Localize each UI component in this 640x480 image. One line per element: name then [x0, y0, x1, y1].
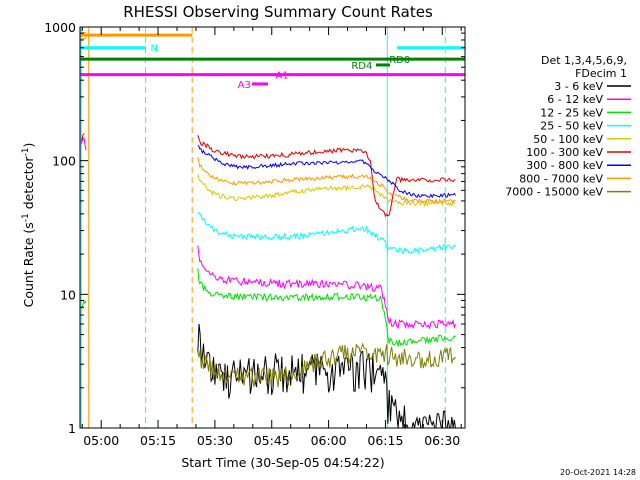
series-line-8	[197, 157, 456, 204]
y-tick-label: 1	[68, 421, 76, 436]
legend-entry-label: 300 - 800 keV	[526, 159, 603, 172]
series-layer	[81, 133, 456, 430]
x-tick-label: 06:15	[367, 433, 403, 448]
y-tick-label: 10	[60, 287, 76, 302]
y-axis-label: Count Rate (s-1 detector-1)	[21, 143, 36, 308]
series-line-segment	[81, 137, 87, 151]
x-tick-label: 06:30	[424, 433, 460, 448]
legend-entry-label: 25 - 50 keV	[540, 120, 603, 133]
y-axis-label-part: Count Rate (s	[21, 222, 36, 307]
x-tick-label: 05:30	[197, 433, 233, 448]
flag-label: A1	[276, 71, 289, 82]
legend-entry-label: 800 - 7000 keV	[519, 172, 603, 185]
x-tick-label: 05:00	[83, 433, 119, 448]
legend-entry-label: 100 - 300 keV	[526, 146, 603, 159]
flag-label: S	[81, 31, 87, 42]
generation-timestamp: 20-Oct-2021 14:28	[560, 468, 636, 477]
series-line-9	[197, 342, 456, 388]
legend-entry-label: 12 - 25 keV	[540, 106, 603, 119]
legend-entry-label: 3 - 6 keV	[554, 80, 603, 93]
y-tick-label: 100	[52, 154, 76, 169]
flag-label: N	[150, 44, 157, 55]
series-line-4	[197, 211, 456, 256]
x-axis-ticks: 05:00 05:15 05:30 05:45 06:00 06:15 06:30	[81, 27, 462, 448]
flag-label: RD0	[389, 55, 410, 66]
y-axis-label-superscript: -1	[21, 213, 31, 222]
legend-header: Det 1,3,4,5,6,9,	[541, 54, 627, 67]
observing-flags: S N RD0 RD4 A1 A3	[80, 31, 465, 91]
series-line-1	[197, 323, 456, 430]
y-axis-ticks: 1 10 100 1000	[44, 20, 465, 436]
series-line-2	[197, 245, 456, 330]
x-axis-label: Start Time (30-Sep-05 04:54:22)	[181, 455, 384, 470]
legend-entry-label: 7000 - 15000 keV	[505, 186, 603, 199]
plot-frame	[79, 26, 466, 429]
flag-label: A3	[238, 80, 251, 91]
flag-label: RD4	[351, 61, 372, 72]
legend-entry-label: 50 - 100 keV	[533, 133, 603, 146]
series-line-7	[197, 144, 456, 199]
y-axis-label-part: )	[21, 143, 36, 148]
x-tick-label: 06:00	[311, 433, 347, 448]
series-line-5	[197, 173, 456, 208]
series-line-6	[197, 135, 456, 218]
x-tick-label: 05:15	[140, 433, 176, 448]
chart-title: RHESSI Observing Summary Count Rates	[123, 3, 433, 21]
series-line-3	[197, 268, 456, 347]
legend-subheader: FDecim 1	[575, 67, 627, 80]
x-tick-label: 05:45	[254, 433, 290, 448]
legend-entry-label: 6 - 12 keV	[547, 93, 603, 106]
y-tick-label: 1000	[44, 20, 76, 35]
series-line-segment	[81, 133, 85, 142]
y-axis-label-superscript: -1	[21, 148, 31, 157]
y-axis-label-part: detector	[21, 156, 36, 214]
